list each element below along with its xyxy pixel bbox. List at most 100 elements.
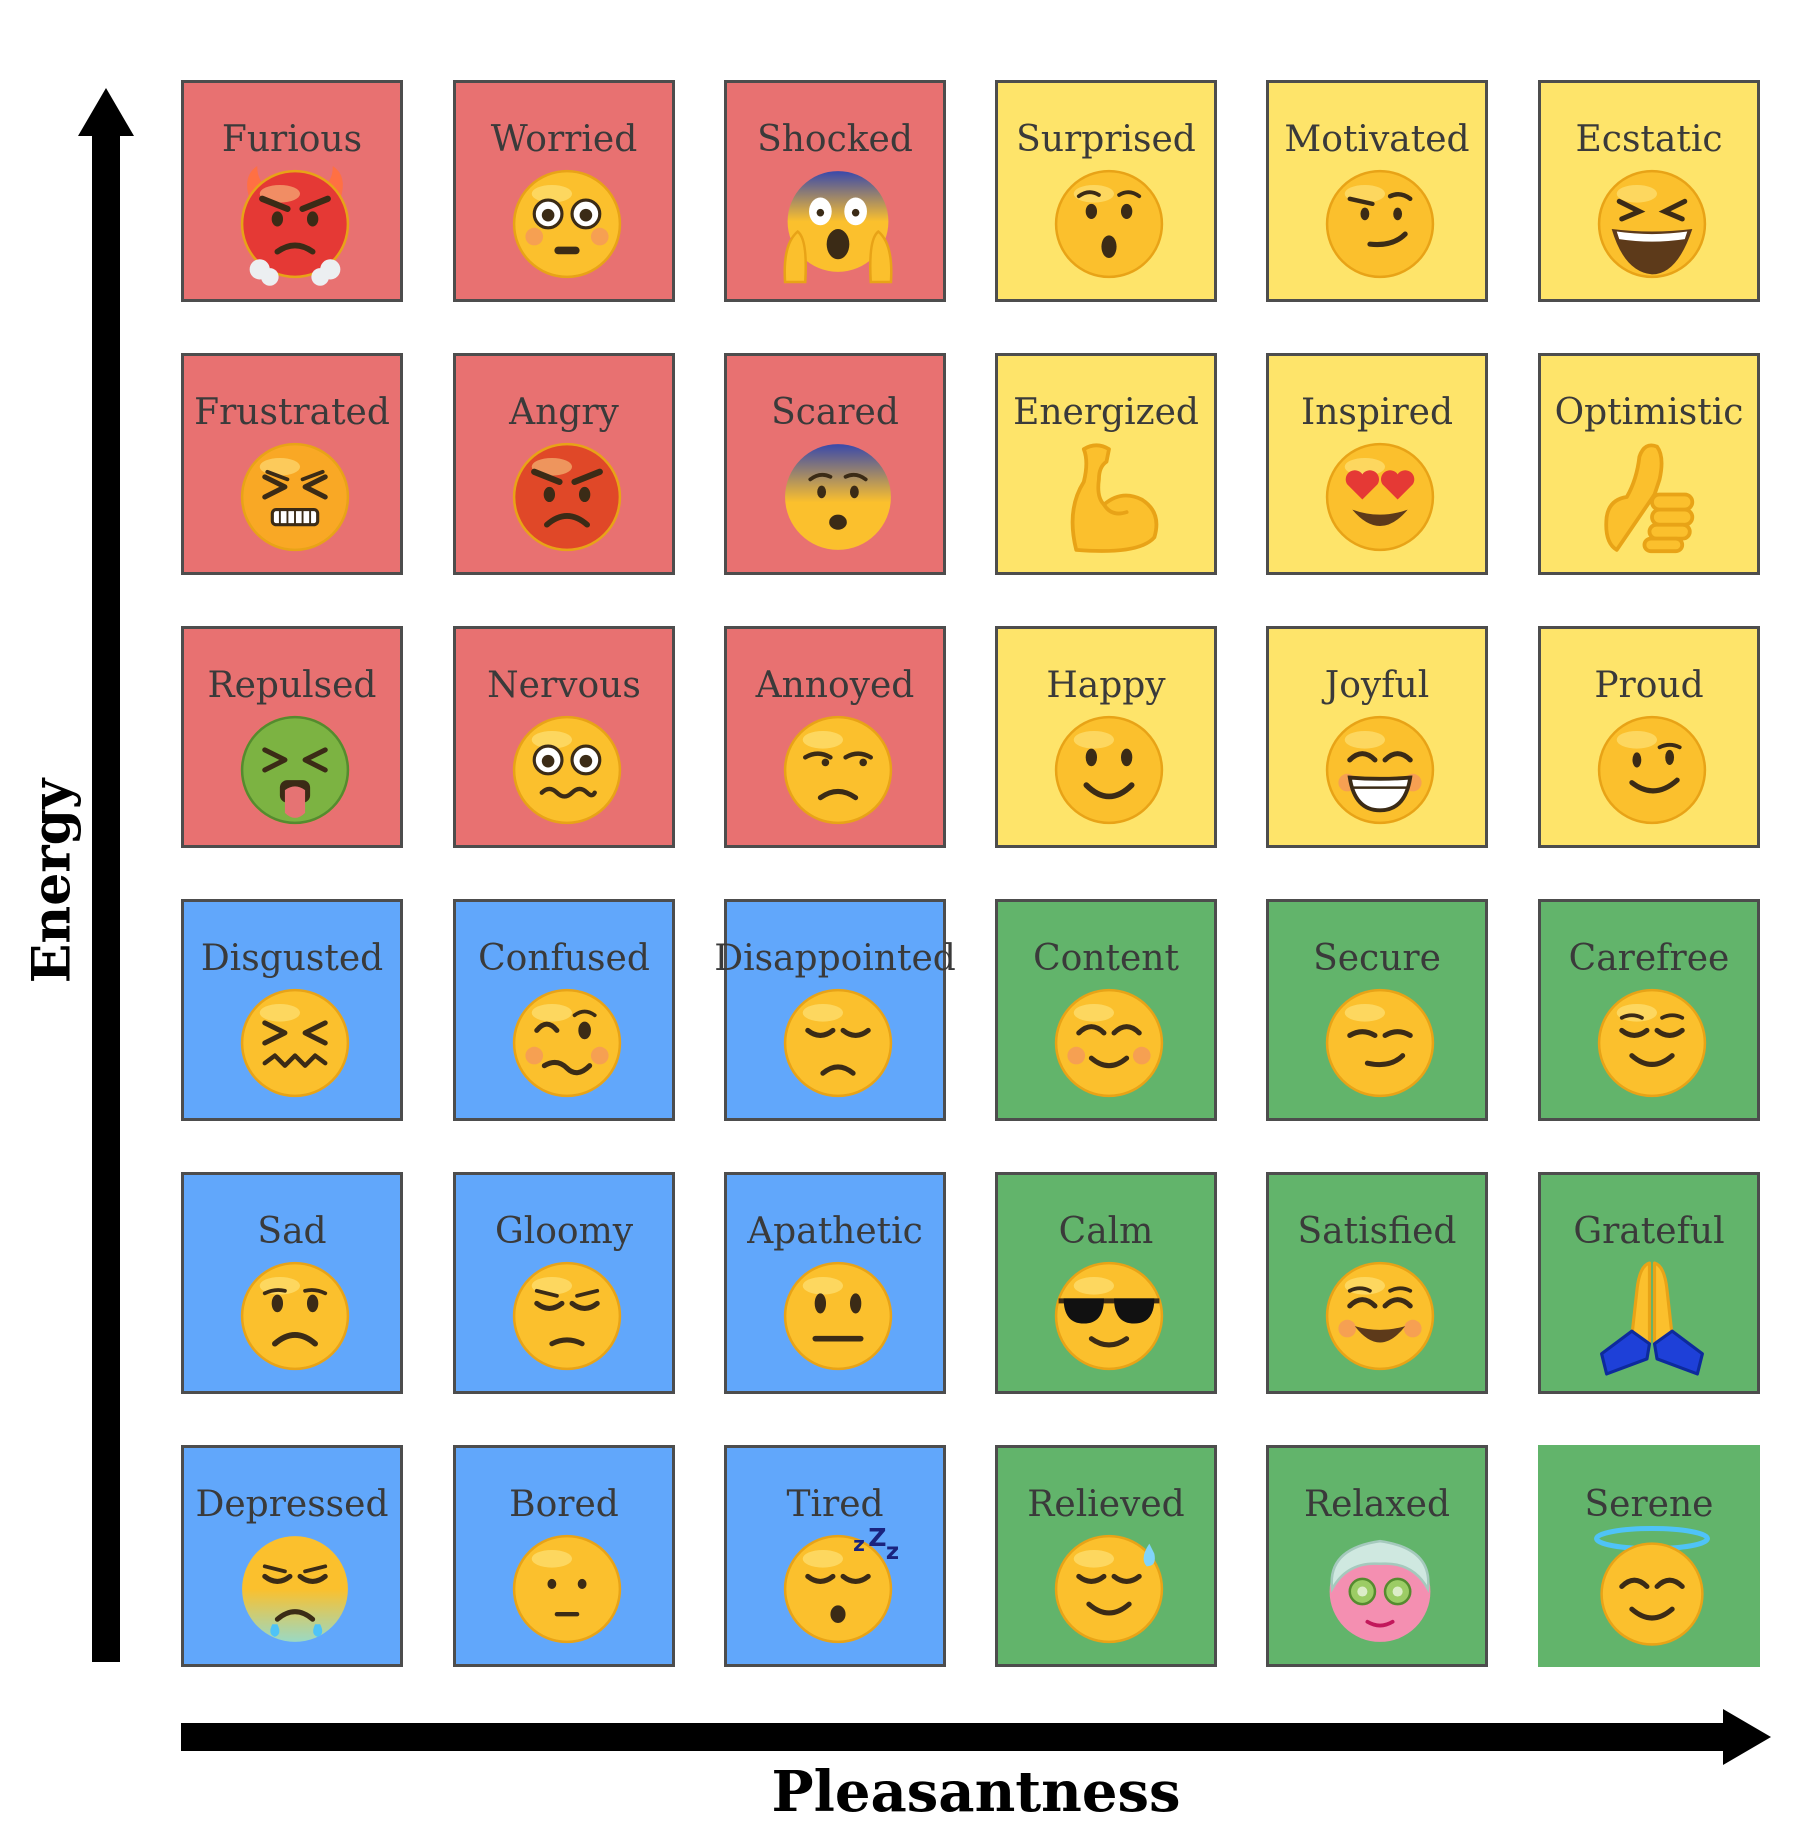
heart-eyes-face-icon (1317, 434, 1443, 560)
emotion-label: Tired (786, 1484, 884, 1525)
emotion-tile-relieved: Relieved (995, 1445, 1217, 1667)
emotion-label: Nervous (487, 665, 641, 706)
emotion-label: Repulsed (207, 665, 377, 706)
emotion-label: Worried (490, 119, 638, 160)
emotion-label: Annoyed (755, 665, 915, 706)
emotion-tile-tired: Tired z Z z (724, 1445, 946, 1667)
emotion-tile-worried: Worried (453, 80, 675, 302)
emotion-tile-relaxed: Relaxed (1266, 1445, 1488, 1667)
emotion-label: Bored (509, 1484, 619, 1525)
crying-face-icon (232, 1526, 358, 1652)
emotion-label: Energized (1013, 392, 1199, 433)
emotion-label: Calm (1058, 1211, 1154, 1252)
smiling-eyes-face-icon (1317, 1253, 1443, 1379)
screaming-face-icon (775, 161, 901, 287)
emotion-tile-gloomy: Gloomy (453, 1172, 675, 1394)
emotion-tile-proud: Proud (1538, 626, 1760, 848)
emotion-label: Grateful (1573, 1211, 1725, 1252)
fearful-face-icon (775, 434, 901, 560)
smug-face-icon (1317, 980, 1443, 1106)
emotion-tile-disgusted: Disgusted (181, 899, 403, 1121)
face-mask-spa-icon (1317, 1526, 1443, 1652)
emotion-label: Happy (1046, 665, 1166, 706)
emotion-tile-shocked: Shocked (724, 80, 946, 302)
emotion-tile-apathetic: Apathetic (724, 1172, 946, 1394)
emotion-tile-nervous: Nervous (453, 626, 675, 848)
emotion-label: Motivated (1284, 119, 1470, 160)
emotion-tile-ecstatic: Ecstatic (1538, 80, 1760, 302)
emotion-label: Furious (221, 119, 363, 160)
pleasantness-axis-label: Pleasantness (771, 1759, 1181, 1825)
flushed-face-icon (504, 161, 630, 287)
emotion-tile-content: Content (995, 899, 1217, 1121)
emotion-tile-grateful: Grateful (1538, 1172, 1760, 1394)
emotion-tile-sad: Sad (181, 1172, 403, 1394)
emotion-label: Satisfied (1297, 1211, 1457, 1252)
flexed-biceps-icon (1046, 434, 1172, 560)
emotion-label: Relaxed (1303, 1484, 1451, 1525)
blushing-face-icon (1046, 980, 1172, 1106)
emotion-label: Proud (1594, 665, 1704, 706)
proud-smile-face-icon (1589, 707, 1715, 833)
sleeping-face-icon: z Z z (775, 1523, 901, 1652)
emotion-tile-serene: Serene (1538, 1445, 1760, 1667)
hushed-face-icon (1046, 161, 1172, 287)
thumbs-up-icon (1589, 434, 1715, 560)
svg-text:z: z (886, 1539, 899, 1565)
halo-face-icon (1589, 1526, 1715, 1652)
emotion-tile-depressed: Depressed (181, 1445, 403, 1667)
confounded-face-icon (232, 980, 358, 1106)
emotion-label: Depressed (195, 1484, 389, 1525)
emotion-tile-angry: Angry (453, 353, 675, 575)
emotion-label: Confused (478, 938, 650, 979)
emotion-tile-frustrated: Frustrated (181, 353, 403, 575)
emotion-tile-surprised: Surprised (995, 80, 1217, 302)
slightly-smiling-face-icon (1046, 707, 1172, 833)
expressionless-face-icon (504, 1526, 630, 1652)
grinning-face-icon (1317, 707, 1443, 833)
folded-hands-icon (1589, 1253, 1715, 1379)
emotion-tile-happy: Happy (995, 626, 1217, 848)
furious-face-icon (232, 161, 358, 287)
persevering-face-icon (232, 434, 358, 560)
frowning-face-icon (232, 1253, 358, 1379)
emotion-label: Scared (771, 392, 899, 433)
emotion-tile-joyful: Joyful (1266, 626, 1488, 848)
woozy-eyes-face-icon (504, 707, 630, 833)
emotion-tile-energized: Energized (995, 353, 1217, 575)
svg-text:z: z (853, 1532, 865, 1556)
sweat-smile-face-icon (1046, 1526, 1172, 1652)
emotion-label: Disgusted (200, 938, 384, 979)
vomiting-face-icon (232, 707, 358, 833)
emotion-tile-satisfied: Satisfied (1266, 1172, 1488, 1394)
laughing-face-icon (1589, 161, 1715, 287)
confused-wink-face-icon (504, 980, 630, 1106)
emotion-tile-motivated: Motivated (1266, 80, 1488, 302)
emotion-tile-bored: Bored (453, 1445, 675, 1667)
sunglasses-face-icon (1046, 1253, 1172, 1379)
emotion-label: Joyful (1324, 665, 1430, 706)
emotion-label: Surprised (1016, 119, 1196, 160)
emotion-label: Serene (1584, 1484, 1714, 1525)
emotion-label: Sad (257, 1211, 327, 1252)
svg-text:Z: Z (868, 1526, 886, 1552)
emotion-label: Inspired (1301, 392, 1453, 433)
disappointed-face-icon (775, 980, 901, 1106)
emotion-label: Ecstatic (1575, 119, 1723, 160)
emotion-tile-inspired: Inspired (1266, 353, 1488, 575)
emotion-label: Apathetic (747, 1211, 923, 1252)
energy-axis-arrow (78, 88, 134, 1662)
emotion-tile-annoyed: Annoyed (724, 626, 946, 848)
emotion-label: Carefree (1568, 938, 1730, 979)
neutral-face-icon (775, 1253, 901, 1379)
pleasantness-axis-arrow (181, 1709, 1771, 1765)
emotion-label: Frustrated (194, 392, 390, 433)
emotion-label: Gloomy (494, 1211, 634, 1252)
emotion-label: Angry (509, 392, 619, 433)
emotion-label: Secure (1313, 938, 1441, 979)
emotion-label: Shocked (757, 119, 913, 160)
relieved-smile-face-icon (1589, 980, 1715, 1106)
emotion-tile-carefree: Carefree (1538, 899, 1760, 1121)
emotion-tile-confused: Confused (453, 899, 675, 1121)
